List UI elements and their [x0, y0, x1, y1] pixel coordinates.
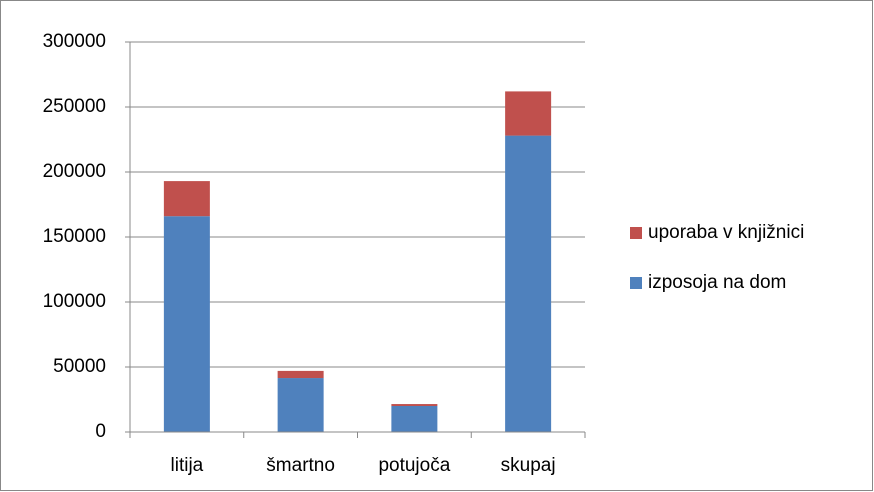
bar-segment	[277, 378, 324, 432]
legend-swatch	[630, 227, 642, 239]
y-tick-label: 100000	[43, 291, 106, 312]
legend-label: uporaba v knjižnici	[648, 222, 804, 243]
y-tick-label: 300000	[43, 31, 106, 52]
bar-segment	[163, 216, 210, 432]
x-tick-label: potujoča	[378, 455, 450, 476]
y-tick-label: 150000	[43, 226, 106, 247]
bar-segment	[505, 91, 552, 136]
x-tick-label: šmartno	[266, 455, 335, 476]
y-tick-label: 200000	[43, 161, 106, 182]
y-tick-label: 250000	[43, 96, 106, 117]
legend-label: izposoja na dom	[648, 272, 786, 293]
legend-swatch	[630, 277, 642, 289]
bar-segment	[277, 370, 324, 379]
x-tick-label: skupaj	[501, 455, 556, 476]
bar-segment	[391, 404, 438, 406]
bar-segment	[163, 181, 210, 217]
y-tick-label: 50000	[53, 356, 106, 377]
bar-segment	[391, 406, 438, 432]
bar-segment	[505, 135, 552, 432]
x-tick-label: litija	[171, 455, 204, 476]
y-tick-label: 0	[95, 421, 106, 442]
